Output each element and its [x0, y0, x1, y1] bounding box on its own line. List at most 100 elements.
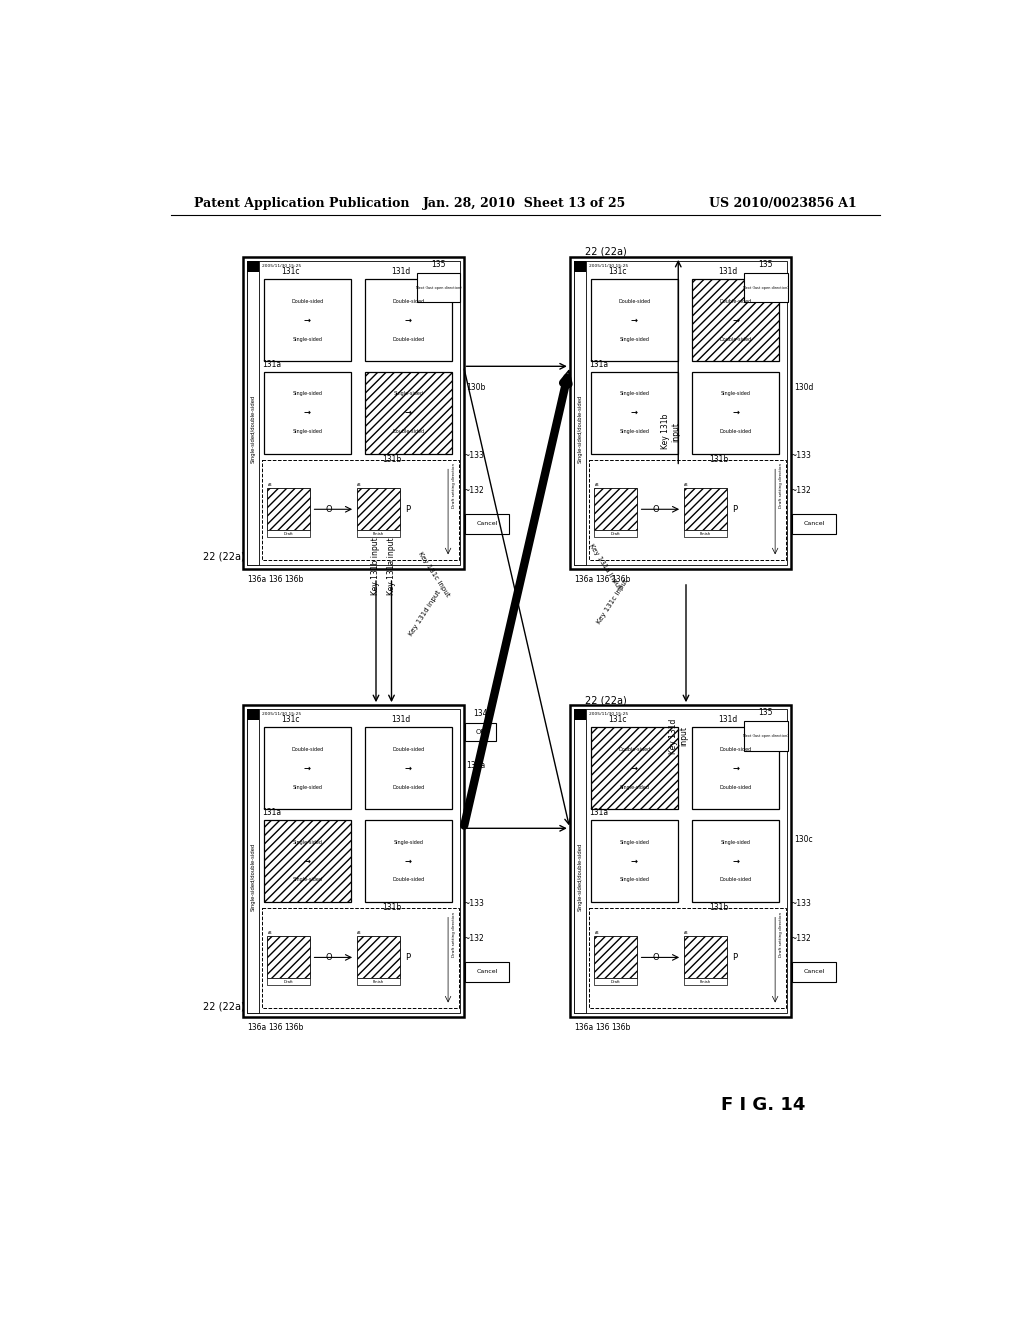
Text: Double-sided: Double-sided	[392, 784, 425, 789]
Bar	[266, 978, 310, 985]
Text: 131d: 131d	[391, 715, 411, 725]
Text: 131a: 131a	[589, 359, 608, 368]
Text: A4: A4	[595, 931, 599, 935]
Bar	[266, 531, 310, 537]
Bar	[573, 709, 786, 1014]
Text: 136: 136	[595, 576, 609, 583]
Text: Draft setting direction: Draft setting direction	[778, 911, 782, 957]
Bar	[684, 936, 727, 978]
Bar	[569, 705, 791, 1016]
Text: Single-sided: Single-sided	[292, 784, 323, 789]
Text: Key 131c input: Key 131c input	[418, 550, 451, 598]
Bar	[365, 280, 453, 362]
Text: Single-sided: Single-sided	[620, 784, 649, 789]
Text: A4: A4	[357, 931, 361, 935]
Text: Double-sided: Double-sided	[392, 298, 425, 304]
Bar	[594, 488, 637, 531]
FancyBboxPatch shape	[465, 962, 509, 982]
Bar	[247, 709, 259, 719]
Text: 130d: 130d	[795, 384, 814, 392]
Bar	[692, 727, 779, 809]
Bar	[356, 936, 399, 978]
Bar	[247, 709, 259, 1014]
Text: Finish: Finish	[373, 532, 384, 536]
Text: P: P	[406, 504, 411, 513]
Bar	[243, 257, 464, 569]
Text: Double-sided: Double-sided	[720, 784, 752, 789]
Text: 135: 135	[759, 708, 773, 717]
Bar	[591, 280, 678, 362]
Bar	[263, 280, 351, 362]
Text: Jan. 28, 2010  Sheet 13 of 25: Jan. 28, 2010 Sheet 13 of 25	[423, 197, 627, 210]
Text: Double-sided: Double-sided	[720, 747, 752, 752]
Text: 131b: 131b	[382, 455, 401, 465]
Bar	[263, 820, 351, 902]
Bar	[247, 261, 460, 565]
Text: Key 131d
input: Key 131d input	[669, 718, 688, 754]
Text: A4: A4	[684, 483, 689, 487]
Text: Single-sided: Single-sided	[620, 337, 649, 342]
Bar	[573, 709, 586, 1014]
Bar	[266, 936, 310, 978]
Text: P: P	[406, 953, 411, 962]
Text: A4: A4	[595, 483, 599, 487]
Text: Double-sided: Double-sided	[392, 337, 425, 342]
Text: Single-sided: Single-sided	[393, 391, 424, 396]
Text: 131d: 131d	[391, 267, 411, 276]
Text: Next (last open direction): Next (last open direction)	[743, 734, 788, 738]
Text: ~132: ~132	[791, 486, 811, 495]
Bar	[684, 978, 727, 985]
Text: 130a: 130a	[466, 760, 485, 770]
Text: OK: OK	[476, 729, 485, 735]
Text: 136a: 136a	[247, 1023, 266, 1032]
Text: A4: A4	[267, 931, 272, 935]
Text: 131c: 131c	[608, 715, 627, 725]
Text: Draft: Draft	[284, 979, 293, 983]
Text: →: →	[732, 857, 739, 866]
Text: 136b: 136b	[611, 576, 631, 583]
Bar	[247, 261, 259, 565]
Text: Finish: Finish	[699, 979, 711, 983]
Text: →: →	[304, 408, 310, 417]
Bar	[684, 531, 727, 537]
Text: ~133: ~133	[464, 451, 484, 461]
Text: 2005/11/30 15:25: 2005/11/30 15:25	[262, 713, 301, 717]
Text: →: →	[631, 315, 638, 325]
Text: Cancel: Cancel	[803, 969, 824, 974]
Bar	[692, 820, 779, 902]
Bar	[594, 936, 637, 978]
Text: 130c: 130c	[795, 834, 813, 843]
Text: Finish: Finish	[699, 532, 711, 536]
Text: Double-sided: Double-sided	[618, 298, 650, 304]
Bar	[591, 372, 678, 454]
Text: ~132: ~132	[791, 933, 811, 942]
Text: Key 131a input: Key 131a input	[387, 537, 396, 595]
FancyBboxPatch shape	[744, 273, 787, 302]
Text: Single-sided/double-sided: Single-sided/double-sided	[578, 842, 583, 911]
Text: Cancel: Cancel	[476, 969, 498, 974]
Text: Single-sided: Single-sided	[620, 391, 649, 396]
Text: US 2010/0023856 A1: US 2010/0023856 A1	[709, 197, 856, 210]
Text: ~132: ~132	[464, 933, 484, 942]
Bar	[573, 261, 586, 565]
Text: F I G. 14: F I G. 14	[721, 1097, 806, 1114]
FancyBboxPatch shape	[793, 962, 836, 982]
Bar	[263, 372, 351, 454]
Text: O: O	[326, 953, 333, 962]
Text: Single-sided: Single-sided	[620, 840, 649, 845]
Text: →: →	[732, 764, 739, 772]
Text: Draft: Draft	[610, 979, 621, 983]
Text: Single-sided: Single-sided	[292, 391, 323, 396]
Text: Double-sided: Double-sided	[720, 298, 752, 304]
Text: Key 131b
input: Key 131b input	[660, 414, 680, 449]
Text: Double-sided: Double-sided	[392, 747, 425, 752]
Text: Double-sided: Double-sided	[720, 337, 752, 342]
Bar	[247, 261, 259, 272]
Bar	[247, 709, 460, 1014]
Text: Key 131c input: Key 131c input	[596, 578, 629, 624]
Text: →: →	[404, 857, 412, 866]
Text: 136: 136	[268, 576, 283, 583]
Bar	[591, 820, 678, 902]
Text: 135: 135	[759, 260, 773, 268]
Text: →: →	[631, 764, 638, 772]
